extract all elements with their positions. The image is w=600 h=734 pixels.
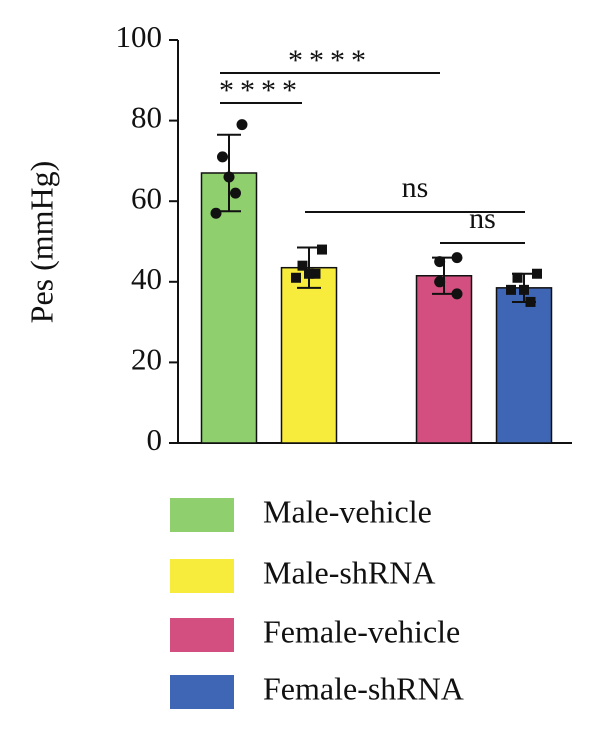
y-tick-label: 40 [131, 261, 162, 296]
data-point [434, 276, 446, 288]
data-point [230, 187, 241, 199]
data-point [236, 119, 248, 131]
data-point [210, 207, 222, 219]
bar [200, 172, 258, 444]
data-point [291, 272, 301, 283]
data-point [317, 244, 327, 255]
data-point [512, 272, 523, 283]
significance-label: ns [469, 202, 496, 235]
y-axis-label: Pes (mmHg) [23, 161, 59, 324]
data-point [451, 288, 463, 300]
y-tick-label: 80 [131, 100, 162, 135]
data-point [451, 252, 463, 264]
legend-label: Female-vehicle [263, 613, 460, 649]
bar [415, 275, 473, 444]
significance-label: **** [288, 44, 372, 77]
y-tick-label: 0 [147, 422, 163, 457]
y-tick-label: 100 [116, 19, 163, 54]
data-point [304, 268, 314, 279]
data-point [297, 260, 308, 271]
legend-swatch [170, 498, 234, 532]
data-point [434, 256, 446, 268]
data-point [525, 296, 536, 307]
data-point [519, 284, 529, 295]
y-tick-label: 20 [131, 342, 162, 377]
legend-label: Male-shRNA [263, 554, 435, 590]
legend-swatch [170, 675, 234, 709]
legend-label: Female-shRNA [263, 670, 464, 706]
data-point [310, 268, 321, 279]
data-point [217, 151, 228, 163]
legend-label: Male-vehicle [263, 493, 432, 529]
data-point [506, 284, 516, 295]
legend-swatch [170, 559, 234, 593]
data-point [223, 171, 235, 183]
bar [280, 266, 338, 444]
bar [495, 287, 553, 444]
significance-label: ns [402, 171, 429, 204]
significance-label: **** [219, 74, 303, 107]
legend-swatch [170, 618, 234, 652]
y-tick-label: 60 [131, 180, 162, 215]
data-point [532, 268, 542, 279]
